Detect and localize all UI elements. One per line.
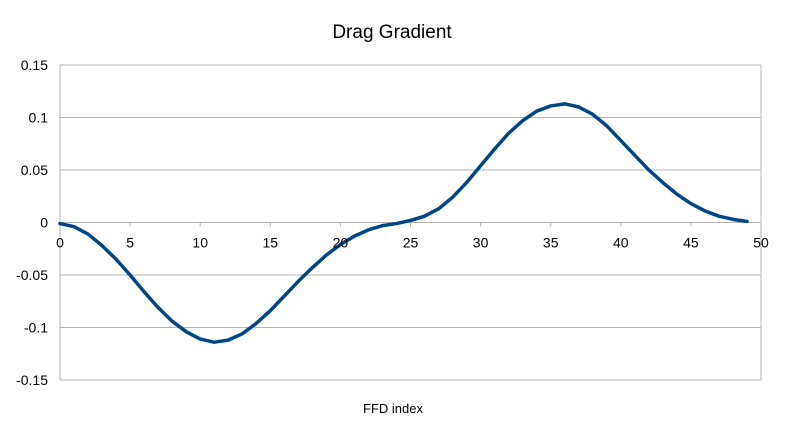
chart-title: Drag Gradient [332,22,452,43]
data-point [605,124,609,128]
data-point [366,228,370,232]
data-point [86,232,90,236]
data-point [493,147,497,151]
x-tick-label: 20 [333,235,349,251]
x-tick-label: 40 [613,235,629,251]
x-tick-label: 0 [56,235,64,251]
data-point [72,225,76,229]
data-point [240,332,244,336]
data-point [451,195,455,199]
data-point [156,306,160,310]
data-point [465,181,469,185]
data-point [380,224,384,228]
data-point [409,218,412,222]
data-point [703,209,707,213]
data-point [717,214,721,218]
data-point [689,202,693,206]
data-point [577,105,581,109]
data-point [507,131,511,135]
data-point [170,319,174,323]
x-tick-label: 15 [263,235,279,251]
data-point [619,139,623,143]
data-point [647,168,651,172]
data-point [437,207,441,211]
data-point [268,309,272,313]
y-tick-label: 0.1 [29,110,49,126]
data-point [675,192,679,196]
data-point [535,109,539,113]
data-point [591,112,595,116]
x-axis-title: FFD index [363,401,423,416]
data-point [100,244,104,248]
x-tick-label: 35 [543,235,559,251]
axis-layer [59,65,762,380]
data-point [128,273,132,277]
data-point [142,290,146,294]
y-tick-label: -0.1 [24,320,48,336]
data-point [310,266,314,270]
data-point [423,214,427,218]
y-tick-label: 0.15 [21,57,48,73]
data-point [394,222,398,226]
data-point [563,102,567,106]
x-tick-label: 5 [126,235,134,251]
data-point [254,321,258,325]
y-tick-label: -0.05 [16,267,48,283]
tick-label-layer: 0.15 0.1 0.05 0 -0.05 -0.1 -0.15 0 5 10 15 20 25 30 35… [16,57,769,388]
x-tick-label: 10 [192,235,208,251]
y-tick-label: 0.05 [21,162,48,178]
data-point [184,330,188,334]
data-point [731,217,735,221]
data-point [114,257,118,261]
x-tick-label: 50 [753,235,769,251]
data-point [661,181,665,185]
data-point [633,153,637,157]
data-point [338,243,342,247]
series-layer [58,102,749,344]
data-point [521,119,525,123]
data-point [324,253,328,257]
x-tick-label: 25 [403,235,419,251]
x-tick-label: 30 [473,235,489,251]
y-tick-label: -0.15 [16,372,48,388]
data-point [212,340,216,344]
data-point [226,338,230,342]
y-tick-label: 0 [40,215,48,231]
data-point [479,164,483,168]
data-point [352,234,356,238]
data-point [198,337,202,341]
data-point [296,279,300,283]
data-point [745,219,749,223]
data-point [282,294,286,298]
x-tick-label: 45 [683,235,699,251]
data-point [58,222,62,226]
series-line [58,102,749,344]
data-point [549,104,553,108]
